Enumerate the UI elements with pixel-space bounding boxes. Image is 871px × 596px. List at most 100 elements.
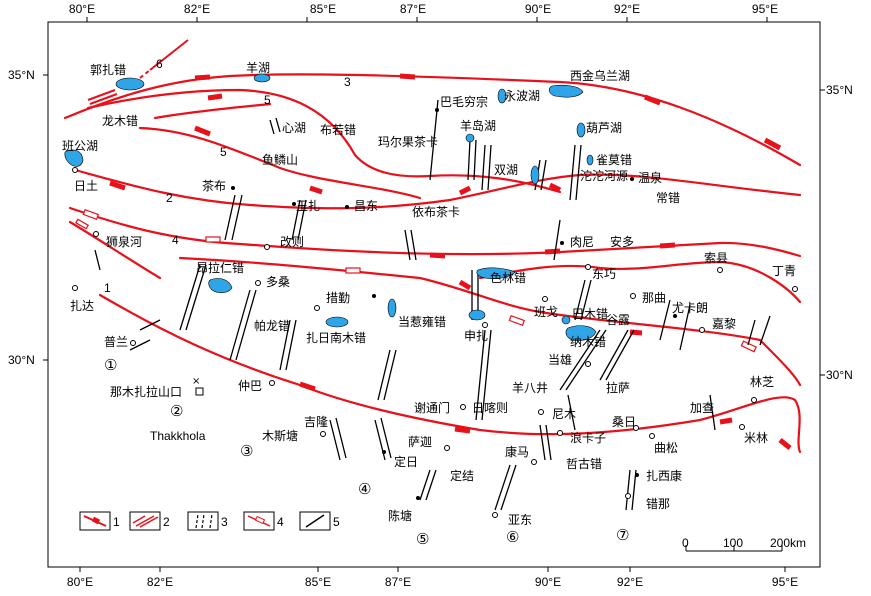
- fault-2: [73, 168, 802, 210]
- lake-label: 玛尔果茶卡: [378, 134, 438, 149]
- place-label: 鱼鳞山: [262, 153, 298, 167]
- place-label: 肉尼: [570, 235, 594, 249]
- lake-label: 布若错: [320, 123, 356, 137]
- place-label: 措勤: [326, 291, 350, 305]
- fault-3: [63, 73, 802, 167]
- place-label: 康马: [505, 444, 529, 459]
- place-label: 那木扎拉山口: [110, 384, 182, 399]
- lake-quemo: [586, 154, 594, 166]
- place-label: 桑日: [612, 415, 636, 429]
- place-label: 茶布: [202, 178, 226, 193]
- scale-label: 200km: [770, 536, 806, 550]
- place-label: 陈塘: [388, 508, 412, 523]
- pass-box-icon: [195, 387, 204, 396]
- rift-id: ③: [240, 442, 253, 460]
- place-label: 嘉黎: [712, 317, 736, 331]
- place-label: 玉扎: [296, 199, 320, 213]
- lake-label: 羊岛湖: [460, 118, 496, 133]
- fault-number: 6: [156, 57, 163, 71]
- place-label: 哲古错: [566, 456, 602, 471]
- lake-yibu: [468, 309, 486, 321]
- place-label: 扎日南木错: [306, 330, 366, 345]
- scale-label: 100: [723, 536, 743, 550]
- rift-id: ④: [358, 480, 371, 498]
- place-label: 普兰: [104, 335, 128, 349]
- rift-id: ②: [170, 402, 183, 420]
- place-label: 那曲: [642, 291, 666, 305]
- place-label: 班戈: [534, 305, 558, 319]
- place-label: 米林: [744, 431, 768, 445]
- bottom-axis-label: 92°E: [617, 575, 643, 589]
- lakes: [64, 73, 597, 342]
- top-axis-label: 90°E: [525, 2, 551, 16]
- lake-label: 班公湖: [62, 138, 98, 153]
- frame-ticks: [43, 17, 825, 572]
- place-label: 东巧: [592, 267, 616, 281]
- place-label: 亚东: [508, 513, 532, 527]
- lake-label: 双湖: [494, 162, 518, 177]
- place-label: 林芝: [750, 374, 774, 389]
- lake-namu: [565, 325, 597, 342]
- legend-label: 2: [163, 515, 170, 529]
- place-labels: 日土 狮泉河 扎达 普兰 那木扎拉山口 Thakkhola 仲巴 木斯塘 吉隆 …: [70, 153, 796, 527]
- lake-label: 依布茶卡: [412, 204, 460, 219]
- place-label: 多桑: [266, 275, 290, 289]
- lake-dangre: [387, 298, 397, 318]
- fault-4b: [68, 220, 162, 280]
- place-label: 吉隆: [304, 414, 328, 429]
- rift-id-labels: ① ② ③ ④ ⑤ ⑥ ⑦: [104, 356, 629, 548]
- lake-label: 郭扎错: [90, 63, 126, 77]
- place-label: 帕龙错: [254, 318, 290, 333]
- place-label: 浪卡子: [570, 430, 606, 445]
- bottom-axis-label: 87°E: [385, 575, 411, 589]
- place-label: 日喀则: [472, 401, 508, 415]
- left-axis-label: 35°N: [8, 68, 35, 82]
- lake-hulu: [576, 122, 586, 138]
- place-label: 安多: [610, 234, 634, 249]
- fault-markers: [109, 73, 792, 450]
- fault-bangong: [178, 256, 802, 387]
- place-label: 谢通门: [414, 400, 450, 415]
- place-label: 改则: [280, 235, 304, 249]
- fault-5a: [86, 88, 562, 194]
- fault-number: 4: [172, 233, 179, 247]
- place-label: 萨迦: [408, 435, 432, 449]
- place-label: 狮泉河: [106, 235, 142, 249]
- lake-yang: [253, 73, 271, 83]
- legend-label: 5: [333, 515, 340, 529]
- fault-open-markers: [74, 208, 757, 353]
- lake-yongbo: [497, 88, 507, 104]
- pass-icon: ×: [192, 376, 200, 387]
- bottom-axis-label: 80°E: [67, 575, 93, 589]
- lake-label: 巴毛穷宗: [440, 94, 488, 109]
- top-axis-label: 80°E: [69, 2, 95, 16]
- top-axis-label: 95°E: [752, 2, 778, 16]
- bottom-axis-label: 90°E: [535, 575, 561, 589]
- bottom-axis-label: 82°E: [147, 575, 173, 589]
- bottom-axis-label: 85°E: [305, 575, 331, 589]
- place-label: 丁青: [772, 264, 796, 278]
- legend-label: 1: [113, 515, 120, 529]
- lake-selin: [476, 267, 516, 280]
- lake-shuang: [530, 165, 540, 185]
- place-label: 羊八井: [512, 380, 548, 395]
- settlements: [72, 167, 798, 518]
- lake-label: 西金乌兰湖: [570, 68, 630, 83]
- fault-number-labels: 1 2 3 4 5 5 6: [104, 57, 351, 295]
- rift-id: ①: [104, 356, 117, 374]
- top-axis-label: 87°E: [400, 2, 426, 16]
- lake-label: 永波湖: [504, 88, 540, 103]
- place-label: 尼木: [552, 407, 576, 421]
- place-label: 加查: [690, 401, 714, 415]
- lake-bamu: [561, 315, 571, 325]
- fault-number: 1: [104, 281, 111, 295]
- place-label: 当雄: [548, 352, 572, 367]
- lake-label: 色林错: [490, 271, 526, 285]
- place-label: 拉萨: [606, 380, 630, 395]
- place-label: 谷露: [606, 313, 630, 327]
- lake-guozha: [115, 77, 145, 91]
- place-label: 索县: [704, 251, 728, 265]
- place-label: 日土: [74, 179, 98, 193]
- lake-label: 心湖: [282, 120, 306, 135]
- legend-label: 4: [277, 515, 284, 529]
